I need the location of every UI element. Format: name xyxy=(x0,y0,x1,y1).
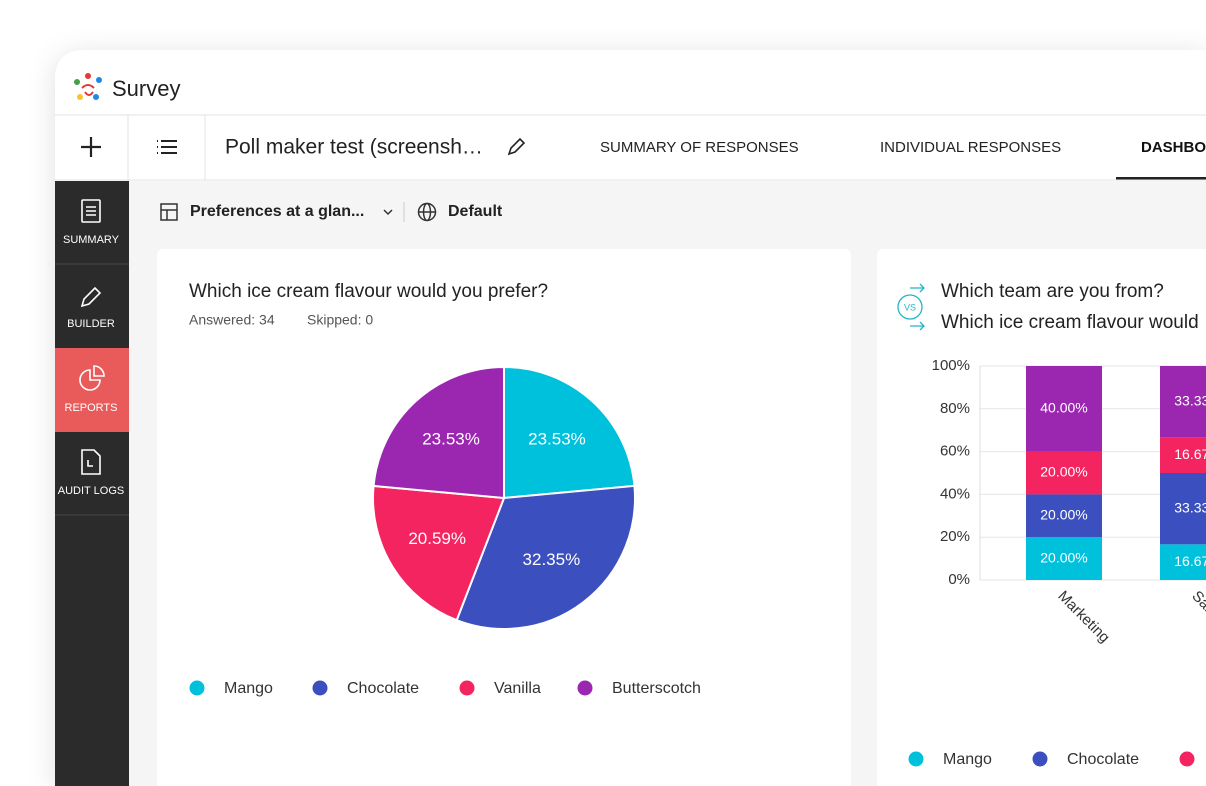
data-label: 33.33% xyxy=(1174,499,1206,515)
tab[interactable]: SUMMARY OF RESPONSES xyxy=(600,139,799,156)
survey-title: Poll maker test (screensh… xyxy=(225,136,483,159)
data-label: 23.53% xyxy=(528,429,586,448)
sidebar-item[interactable]: BUILDER xyxy=(67,318,115,330)
y-tick-label: 100% xyxy=(932,357,970,374)
tab-active[interactable]: DASHBO xyxy=(1141,139,1206,156)
edit-icon[interactable] xyxy=(507,137,526,156)
legend-swatch xyxy=(189,680,205,696)
legend-label: Chocolate xyxy=(347,680,419,697)
data-label: 20.00% xyxy=(1040,549,1087,565)
sidebar xyxy=(55,181,129,786)
data-label: 20.00% xyxy=(1040,507,1087,523)
chart-title: Which team are you from? xyxy=(941,281,1164,302)
legend-swatch xyxy=(1032,751,1048,767)
data-label: 32.35% xyxy=(523,550,581,569)
bar-segment xyxy=(1026,366,1102,452)
data-label: 33.33% xyxy=(1174,392,1206,408)
vs-label: VS xyxy=(904,302,916,312)
pie-slice xyxy=(372,365,505,500)
language-select[interactable]: Default xyxy=(448,203,503,220)
legend-swatch xyxy=(312,680,328,696)
filter-icons xyxy=(160,202,437,222)
chart-subtitle: Which ice cream flavour would xyxy=(941,312,1199,333)
legend-swatch xyxy=(1179,751,1195,767)
bar-segment xyxy=(1026,537,1102,580)
bar-segment xyxy=(1160,437,1206,473)
pie-slice xyxy=(455,484,636,630)
sidebar-item[interactable]: REPORTS xyxy=(65,402,118,414)
list-button[interactable] xyxy=(157,140,177,154)
app-name: Survey xyxy=(112,76,180,101)
vs-icon xyxy=(897,283,925,331)
legend-swatch xyxy=(577,680,593,696)
pie-slice xyxy=(372,484,506,622)
legend-label: Mango xyxy=(943,751,992,768)
data-label: 23.53% xyxy=(422,429,480,448)
view-select[interactable]: Preferences at a glan... xyxy=(190,203,364,220)
bar-segment xyxy=(1026,494,1102,538)
data-label: 20.59% xyxy=(408,529,466,548)
bar-segment xyxy=(1026,451,1102,495)
y-tick-label: 0% xyxy=(948,571,970,588)
sidebar-dividers xyxy=(55,263,129,516)
add-button[interactable] xyxy=(81,137,101,157)
legend-label: Vanilla xyxy=(494,680,541,697)
data-label: 20.00% xyxy=(1040,464,1087,480)
y-tick-label: 40% xyxy=(940,485,970,502)
sidebar-icons xyxy=(79,199,105,475)
data-label: 16.67% xyxy=(1174,446,1206,462)
chart-title: Which ice cream flavour would you prefer… xyxy=(189,281,548,302)
data-label: 16.67% xyxy=(1174,553,1206,569)
y-tick-label: 20% xyxy=(940,528,970,545)
legend-label: Butterscotch xyxy=(612,680,701,697)
legend-swatch xyxy=(908,751,924,767)
sidebar-item[interactable]: SUMMARY xyxy=(63,234,120,246)
logo xyxy=(74,73,102,100)
y-tick-label: 60% xyxy=(940,443,970,460)
legend-label: Mango xyxy=(224,680,273,697)
stat: Answered: 34 xyxy=(189,312,275,328)
stat: Skipped: 0 xyxy=(307,312,373,328)
tab[interactable]: INDIVIDUAL RESPONSES xyxy=(880,139,1061,156)
sidebar-item[interactable]: AUDIT LOGS xyxy=(58,485,124,497)
legend-swatch xyxy=(459,680,475,696)
y-tick-label: 80% xyxy=(940,400,970,417)
data-label: 40.00% xyxy=(1040,400,1087,416)
pie-slice xyxy=(503,365,636,500)
legend-label: Chocolate xyxy=(1067,751,1139,768)
bar-segment xyxy=(1160,473,1206,545)
bar-segment xyxy=(1160,366,1206,438)
bar-segment xyxy=(1160,544,1206,580)
tab-indicator xyxy=(1116,177,1206,180)
